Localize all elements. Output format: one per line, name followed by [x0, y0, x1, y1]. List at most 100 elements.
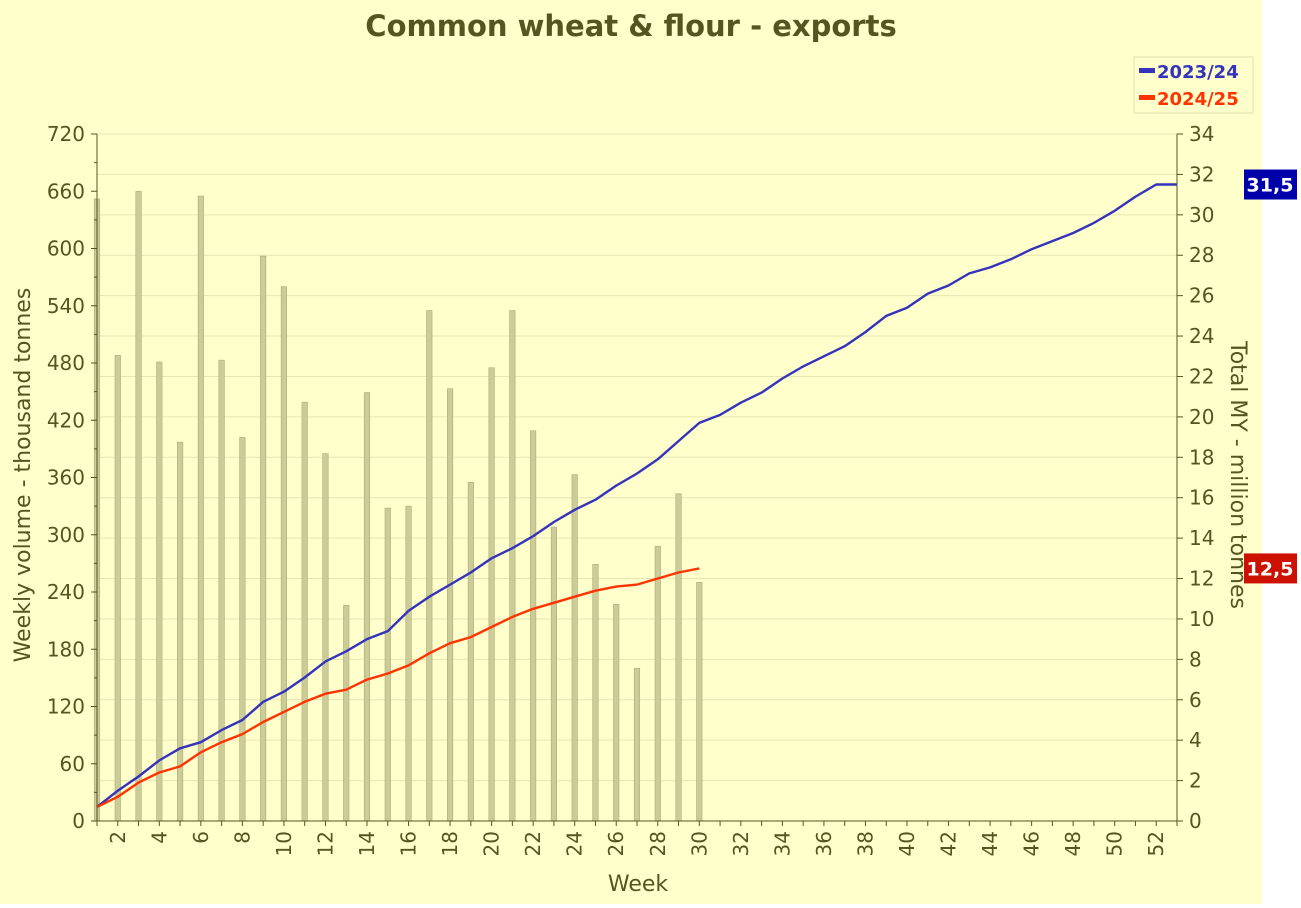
- bar: [613, 604, 620, 822]
- y-right-tick-label: 24: [1189, 324, 1214, 348]
- bar: [218, 359, 225, 822]
- legend-label: 2024/25: [1157, 89, 1239, 110]
- y-right-tick-label: 10: [1189, 607, 1214, 631]
- bar: [322, 453, 329, 822]
- x-tick-label: 52: [1144, 831, 1168, 856]
- bar: [696, 582, 703, 822]
- x-tick-label: 46: [1020, 831, 1044, 856]
- series-line-1: [96, 567, 700, 808]
- x-tick-label: 10: [272, 831, 296, 856]
- bar: [530, 430, 537, 822]
- x-tick-label: 32: [729, 831, 753, 856]
- bar: [301, 401, 308, 822]
- x-axis-label: Week: [608, 872, 669, 897]
- end-value-labels: 31,5 12,5: [1244, 169, 1297, 584]
- grid-lines: [97, 133, 1177, 782]
- x-tick-label: 50: [1103, 831, 1127, 856]
- x-tick-label: 6: [189, 831, 213, 844]
- y-right-tick-label: 26: [1189, 284, 1214, 308]
- end-label-box: [1244, 169, 1297, 200]
- y-right-tick-label: 6: [1189, 688, 1202, 712]
- x-tick-label: 36: [812, 831, 836, 856]
- legend-swatch: [1139, 68, 1155, 73]
- legend-box: [1133, 56, 1254, 114]
- bar: [135, 190, 142, 822]
- legend-label: 2023/24: [1157, 62, 1239, 83]
- bar: [467, 481, 474, 822]
- lines-group: [96, 183, 1177, 808]
- x-tick-label: 24: [563, 831, 587, 856]
- bar: [384, 507, 391, 822]
- bar: [654, 545, 661, 822]
- end-label-text: 31,5: [1247, 175, 1294, 197]
- x-tick-label: 44: [978, 831, 1002, 856]
- bar: [675, 493, 682, 822]
- x-tick-label: 22: [521, 831, 545, 856]
- axes-group: 0601201802403003604204805406006607200246…: [47, 122, 1215, 856]
- y-right-tick-label: 30: [1189, 203, 1214, 227]
- y-left-tick-label: 240: [47, 580, 85, 604]
- bar: [550, 526, 557, 822]
- x-tick-label: 28: [646, 831, 670, 856]
- y-left-tick-label: 420: [47, 408, 85, 432]
- y-right-tick-label: 32: [1189, 162, 1214, 186]
- bar: [592, 564, 599, 822]
- y-left-tick-label: 720: [47, 122, 85, 146]
- x-tick-label: 2: [106, 831, 130, 844]
- end-label-box: [1244, 553, 1297, 584]
- y-right-tick-label: 12: [1189, 567, 1214, 591]
- y-left-tick-label: 480: [47, 351, 85, 375]
- bar: [197, 195, 204, 822]
- chart-title: Common wheat & flour - exports: [365, 9, 896, 43]
- x-tick-label: 26: [604, 831, 628, 856]
- y-right-tick-label: 20: [1189, 405, 1214, 429]
- x-tick-label: 30: [687, 831, 711, 856]
- bar: [343, 605, 350, 822]
- x-tick-label: 38: [853, 831, 877, 856]
- x-tick-label: 20: [480, 831, 504, 856]
- end-label-text: 12,5: [1247, 558, 1294, 580]
- bar: [156, 361, 163, 822]
- y-left-tick-label: 0: [72, 809, 85, 833]
- bar: [280, 286, 287, 822]
- y-left-tick-label: 60: [60, 752, 85, 776]
- y-right-tick-label: 8: [1189, 647, 1202, 671]
- x-tick-label: 42: [937, 831, 961, 856]
- legend: 2023/24 2024/25: [1133, 56, 1254, 114]
- bar: [488, 367, 495, 822]
- bar: [363, 392, 371, 822]
- bar: [509, 310, 516, 822]
- y-left-tick-label: 360: [47, 466, 85, 490]
- y-right-tick-label: 28: [1189, 243, 1214, 267]
- x-tick-label: 40: [895, 831, 919, 856]
- y-right-tick-label: 2: [1189, 769, 1202, 793]
- y-right-tick-label: 16: [1189, 486, 1214, 510]
- y-right-tick-label: 0: [1189, 809, 1202, 833]
- legend-swatch: [1139, 95, 1155, 100]
- bar: [571, 474, 578, 822]
- x-tick-label: 4: [147, 831, 171, 844]
- chart-background: [0, 0, 1262, 904]
- y-right-tick-label: 18: [1189, 445, 1214, 469]
- x-tick-label: 14: [355, 831, 379, 856]
- y-right-tick-label: 34: [1189, 122, 1214, 146]
- x-tick-label: 34: [770, 831, 794, 856]
- x-tick-label: 12: [313, 831, 337, 856]
- x-tick-label: 8: [230, 831, 254, 844]
- y-left-tick-label: 540: [47, 294, 85, 318]
- bar: [426, 310, 433, 822]
- y-left-tick-label: 120: [47, 695, 85, 719]
- y-right-tick-label: 14: [1189, 526, 1214, 550]
- y-left-tick-label: 300: [47, 523, 85, 547]
- bar: [260, 255, 267, 822]
- bar: [239, 437, 246, 822]
- x-tick-label: 16: [397, 831, 421, 856]
- bar: [633, 668, 641, 822]
- series-line-0: [96, 183, 1177, 808]
- y-right-tick-label: 22: [1189, 364, 1214, 388]
- y-left-tick-label: 180: [47, 637, 85, 661]
- y-left-axis-label: Weekly volume - thousand tonnes: [11, 288, 36, 663]
- bar: [447, 388, 454, 822]
